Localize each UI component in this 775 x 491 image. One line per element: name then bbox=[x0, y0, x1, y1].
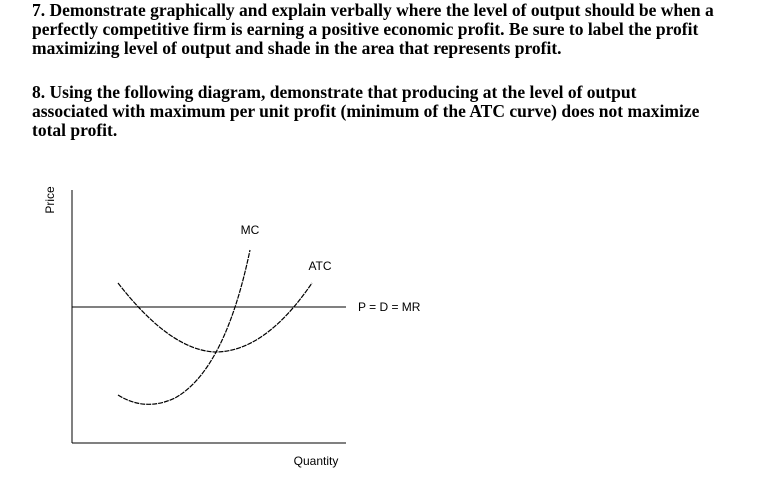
mc-curve bbox=[117, 249, 251, 405]
question-line: 7. Demonstrate graphically and explain v… bbox=[32, 0, 714, 20]
mc-label: MC bbox=[241, 223, 260, 237]
question-line: associated with maximum per unit profit … bbox=[32, 101, 700, 121]
atc-label: ATC bbox=[308, 259, 331, 273]
question-line: perfectly competitive firm is earning a … bbox=[32, 19, 699, 39]
question-8: 8. Using the following diagram, demonstr… bbox=[32, 83, 699, 140]
y-axis-label: Price bbox=[43, 186, 57, 214]
question-line: total profit. bbox=[32, 120, 118, 140]
price-line-label: P = D = MR bbox=[358, 300, 421, 314]
x-axis-label: Quantity bbox=[294, 454, 339, 468]
question-7: 7. Demonstrate graphically and explain v… bbox=[32, 1, 714, 58]
question-line: maximizing level of output and shade in … bbox=[32, 38, 562, 58]
question-line: 8. Using the following diagram, demonstr… bbox=[32, 82, 637, 102]
atc-curve bbox=[117, 282, 313, 353]
